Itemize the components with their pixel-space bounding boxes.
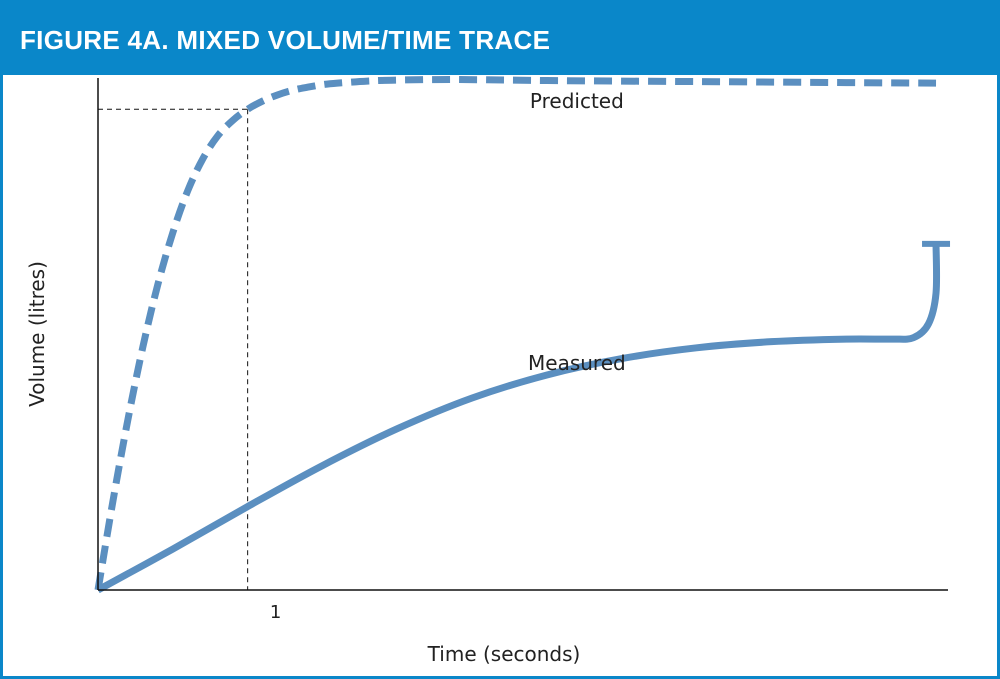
series-measured-line (96, 243, 941, 594)
series-measured-label: Measured (528, 351, 626, 375)
axes (97, 78, 948, 591)
series-predicted-line (94, 76, 937, 591)
y-axis-label: Volume (litres) (25, 261, 49, 407)
figure-header: FIGURE 4A. MIXED VOLUME/TIME TRACE (3, 3, 997, 75)
x-tick-label: 1 (270, 602, 281, 623)
series-predicted-label: Predicted (530, 89, 624, 113)
x-axis-label: Time (seconds) (427, 642, 581, 666)
plot-layer (94, 76, 951, 594)
figure-title: FIGURE 4A. MIXED VOLUME/TIME TRACE (20, 25, 551, 55)
